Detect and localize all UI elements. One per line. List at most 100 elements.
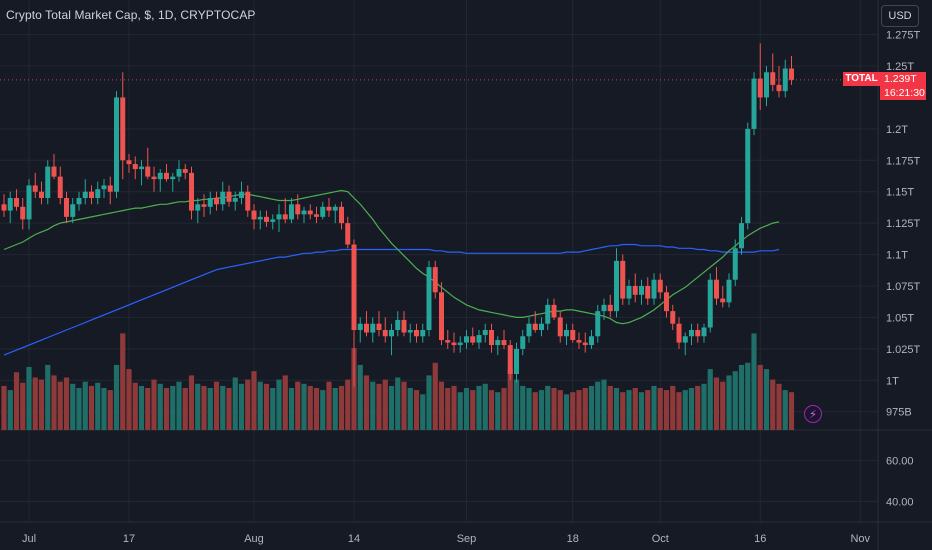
candle-body: [332, 206, 338, 211]
volume-bars: [1, 333, 795, 430]
candle-body: [132, 164, 138, 170]
volume-bar: [220, 385, 226, 430]
volume-bar: [676, 392, 682, 430]
volume-bar: [463, 388, 470, 430]
volume-bar: [426, 375, 432, 430]
price-tick-label: 975B: [886, 407, 912, 419]
volume-bar: [607, 385, 613, 430]
ma-short-line: [3, 189, 780, 325]
volume-bar: [238, 383, 245, 430]
indicator-tick-label: 40.00: [886, 497, 914, 509]
volume-bar: [707, 369, 713, 430]
candle-body: [270, 219, 276, 222]
candle-body: [682, 336, 688, 343]
price-tick-label: 1.125T: [886, 218, 921, 230]
volume-bar: [326, 381, 332, 430]
candle-body: [470, 336, 476, 343]
volume-bar: [457, 392, 463, 430]
candle-body: [757, 78, 763, 98]
volume-bar: [251, 371, 257, 430]
candle-body: [764, 72, 769, 98]
candle-body: [726, 279, 732, 303]
chart-title: Crypto Total Market Cap, $, 1D, CRYPTOCA…: [6, 8, 256, 22]
volume-bar: [732, 371, 738, 430]
candle-body: [570, 330, 576, 341]
candle-body: [95, 189, 101, 198]
candle-body: [145, 166, 151, 177]
moving-averages: [3, 189, 780, 356]
volume-bar: [626, 390, 632, 430]
volume-bar: [226, 388, 232, 430]
candle-body: [701, 327, 707, 337]
volume-bar: [70, 383, 76, 430]
candle-body: [157, 172, 163, 180]
volume-bar: [257, 381, 263, 430]
volume-bar: [382, 379, 388, 430]
volume-bar: [695, 385, 701, 430]
candle-body: [45, 166, 51, 198]
candle-body: [7, 198, 13, 211]
currency-button[interactable]: USD: [881, 5, 919, 27]
volume-bar: [582, 388, 588, 430]
candle-body: [420, 330, 426, 337]
candle-body: [70, 204, 76, 217]
volume-bar: [595, 381, 601, 430]
candle-body: [582, 342, 588, 346]
volume-bar: [413, 390, 420, 430]
volume-bar: [663, 390, 670, 430]
volume-bar: [401, 381, 407, 430]
candle-body: [439, 292, 444, 341]
volume-bar: [38, 379, 45, 430]
price-tag-value: 1.239T: [880, 72, 926, 86]
candle-body: [20, 206, 26, 220]
candle-body: [114, 97, 119, 192]
volume-bar: [276, 379, 282, 430]
volume-bar: [95, 382, 101, 430]
candle-body: [289, 204, 294, 220]
volume-bar: [313, 388, 320, 430]
candle-body: [82, 191, 88, 198]
volume-bar: [738, 364, 745, 430]
candle-body: [645, 286, 651, 299]
volume-bar: [638, 392, 645, 430]
volume-bar: [420, 394, 426, 430]
volume-bar: [588, 385, 595, 430]
candle-body: [751, 78, 757, 129]
volume-bar: [82, 381, 88, 430]
volume-bar: [145, 388, 151, 430]
candle-body: [351, 244, 357, 330]
candle-body: [382, 330, 388, 337]
candle-body: [720, 298, 726, 303]
volume-bar: [551, 388, 557, 430]
volume-bar: [632, 388, 638, 430]
candle-body: [176, 169, 182, 177]
candles: [1, 43, 794, 387]
volume-bar: [20, 382, 26, 430]
volume-bar: [176, 381, 182, 430]
volume-bar: [782, 390, 788, 430]
price-tick-label: 1.15T: [886, 187, 914, 199]
volume-bar: [232, 377, 238, 430]
candle-body: [520, 336, 526, 349]
last-price-tag: TOTAL 1.239T 16:21:30: [843, 72, 926, 101]
volume-bar: [507, 369, 513, 430]
volume-bar: [57, 381, 63, 430]
volume-bar: [338, 385, 345, 430]
lightning-icon[interactable]: ⚡: [804, 405, 822, 423]
candle-body: [739, 223, 744, 249]
volume-bar: [495, 392, 501, 430]
volume-bar: [7, 390, 13, 430]
volume-bar: [13, 372, 20, 430]
candle-body: [501, 340, 507, 346]
volume-bar: [763, 369, 770, 430]
volume-bar: [557, 390, 563, 430]
volume-bar: [270, 388, 276, 430]
candle-body: [314, 214, 319, 217]
time-tick-label: Jul: [22, 533, 36, 545]
volume-bar: [301, 383, 307, 430]
candle-body: [414, 330, 419, 337]
candle-body: [607, 304, 613, 312]
candle-body: [745, 128, 751, 224]
candle-body: [345, 223, 351, 245]
